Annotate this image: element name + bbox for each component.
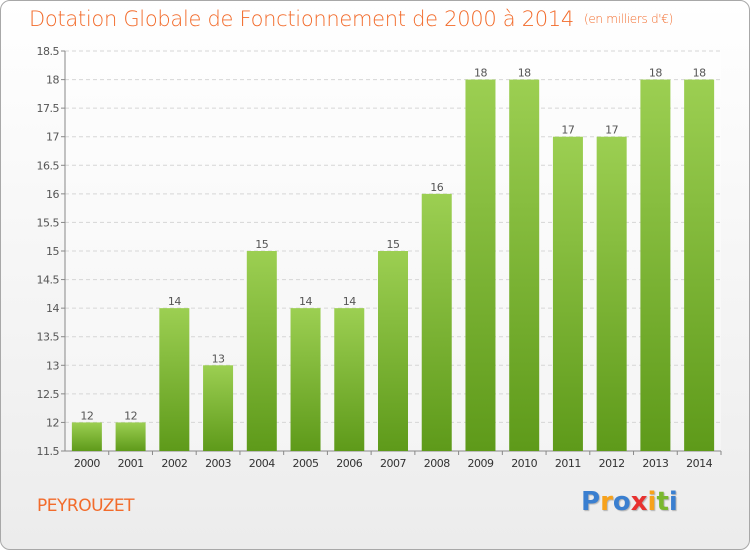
labels-layer: 11.5 12 12.5 13 13.5 14 14.5 15 15.5 16 16.5 17 17.5… [37, 45, 714, 470]
x-tick-label-2014: 2014 [686, 457, 712, 470]
data-label-2003: 13 [212, 352, 225, 365]
data-label-2002: 14 [168, 295, 181, 308]
x-tick-label-2013: 2013 [642, 457, 668, 470]
x-tick-label-2009: 2009 [467, 457, 493, 470]
logo-letter: i [647, 487, 657, 517]
bar-2006 [334, 308, 365, 451]
y-tick-label: 16 [46, 188, 59, 201]
bar-2001 [115, 422, 146, 451]
bar-2005 [290, 308, 321, 451]
data-label-2010: 18 [518, 67, 531, 80]
y-tick-label: 16.5 [37, 159, 60, 172]
x-tick-label-2005: 2005 [293, 457, 319, 470]
bar-2007 [378, 251, 408, 451]
y-tick-label: 18 [46, 74, 59, 87]
data-label-2006: 14 [343, 295, 356, 308]
y-tick-label: 12 [46, 416, 59, 429]
data-label-2009: 18 [474, 67, 487, 80]
logo-letter: t [656, 487, 669, 517]
logo-letter: i [668, 487, 678, 517]
bar-2004 [246, 251, 277, 451]
y-tick-label: 14.5 [37, 274, 60, 287]
bar-2008 [421, 193, 452, 451]
x-tick-label-2012: 2012 [599, 457, 625, 470]
data-label-2012: 17 [605, 124, 618, 137]
x-tick-label-2001: 2001 [118, 457, 144, 470]
y-tick-label: 17 [46, 131, 59, 144]
x-tick-label-2010: 2010 [511, 457, 537, 470]
y-tick-label: 13.5 [37, 331, 60, 344]
logo-letter: P [581, 487, 601, 517]
bar-2000 [71, 422, 102, 451]
y-tick-label: 15.5 [37, 216, 60, 229]
x-tick-label-2000: 2000 [74, 457, 100, 470]
x-tick-label-2003: 2003 [205, 457, 231, 470]
bar-2013 [640, 79, 671, 452]
x-tick-label-2011: 2011 [555, 457, 581, 470]
bar-2011 [552, 136, 583, 451]
x-tick-label-2004: 2004 [249, 457, 275, 470]
chart-subtitle: (en milliers d'€) [583, 12, 673, 26]
x-tick-label-2002: 2002 [161, 457, 187, 470]
y-tick-label: 14 [46, 302, 59, 315]
data-label-2000: 12 [80, 409, 93, 422]
y-tick-label: 15 [46, 245, 59, 258]
logo-letter: x [630, 487, 648, 517]
data-label-2004: 15 [255, 238, 268, 251]
bar-2012 [596, 136, 627, 451]
y-tick-label: 13 [46, 359, 59, 372]
y-tick-label: 12.5 [37, 388, 60, 401]
commune-name: PEYROUZET [37, 496, 135, 516]
data-label-2014: 18 [693, 67, 706, 80]
y-tick-label: 18.5 [37, 45, 60, 58]
logo-letter: o [612, 487, 631, 517]
chart-title: Dotation Globale de Fonctionnement de 20… [29, 7, 673, 31]
data-label-2007: 15 [387, 238, 400, 251]
x-tick-label-2006: 2006 [336, 457, 362, 470]
data-label-2001: 12 [124, 409, 137, 422]
bar-2009 [465, 79, 496, 452]
x-tick-label-2008: 2008 [424, 457, 450, 470]
logo-letter: r [600, 487, 613, 517]
data-label-2013: 18 [649, 67, 662, 80]
data-label-2005: 14 [299, 295, 312, 308]
proxiti-logo: Proxiti [581, 487, 678, 517]
y-tick-label: 17.5 [37, 102, 60, 115]
y-tick-label: 11.5 [37, 445, 60, 458]
chart-title-text: Dotation Globale de Fonctionnement de 20… [29, 7, 574, 31]
data-label-2011: 17 [561, 124, 574, 137]
bar-2002 [159, 308, 190, 451]
bars-layer [71, 79, 715, 452]
bar-2003 [203, 365, 234, 451]
bar-2014 [684, 79, 715, 452]
data-label-2008: 16 [430, 181, 443, 194]
bar-2010 [509, 79, 540, 452]
x-tick-label-2007: 2007 [380, 457, 406, 470]
